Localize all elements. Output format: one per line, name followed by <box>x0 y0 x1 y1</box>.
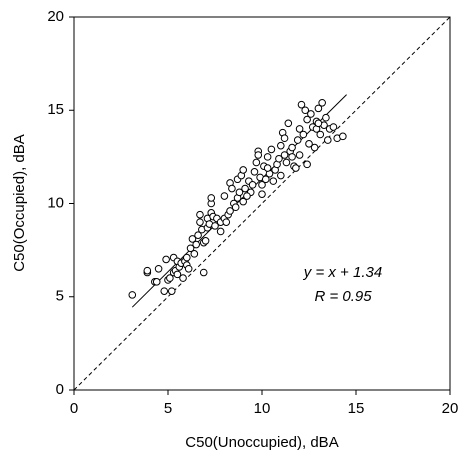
point <box>166 274 174 282</box>
y-tick-label: 15 <box>47 101 64 118</box>
point <box>160 287 169 295</box>
y-tick-label: 0 <box>56 381 64 398</box>
point <box>280 151 289 159</box>
point <box>186 244 195 253</box>
point <box>310 143 319 152</box>
point <box>183 253 191 262</box>
point <box>295 151 304 159</box>
annotation: R = 0.95 <box>314 288 372 305</box>
point <box>269 177 278 185</box>
point <box>314 119 323 128</box>
point <box>322 113 330 122</box>
point <box>241 184 249 193</box>
y-tick-label: 10 <box>47 194 64 211</box>
reference-line <box>73 16 451 391</box>
point <box>292 164 300 172</box>
point <box>305 140 313 148</box>
point <box>143 266 152 275</box>
point <box>316 130 325 139</box>
point <box>282 158 291 167</box>
point <box>179 274 187 282</box>
point <box>250 167 259 176</box>
point <box>299 130 308 139</box>
x-tick-label: 15 <box>348 400 365 417</box>
point <box>162 255 170 264</box>
point <box>263 164 272 172</box>
point <box>254 151 263 159</box>
point <box>167 287 176 295</box>
point <box>318 98 326 107</box>
point <box>220 192 229 200</box>
x-tick-label: 10 <box>254 400 271 417</box>
x-tick-label: 5 <box>164 400 172 417</box>
point <box>248 181 257 189</box>
point <box>239 166 247 174</box>
point <box>303 115 311 124</box>
point <box>211 222 219 230</box>
point <box>275 154 283 163</box>
x-axis-title: C50(Unoccupied), dBA <box>185 434 338 451</box>
point <box>258 181 266 189</box>
point <box>284 119 293 128</box>
point <box>226 207 234 215</box>
point <box>252 158 261 167</box>
point <box>307 110 315 118</box>
point <box>293 136 302 144</box>
point <box>207 194 216 202</box>
point <box>243 192 251 200</box>
x-tick-label: 20 <box>442 400 459 417</box>
point <box>235 188 244 197</box>
point <box>288 153 296 161</box>
point <box>239 197 247 206</box>
point <box>258 190 266 198</box>
point <box>152 278 161 286</box>
point <box>190 250 199 258</box>
point <box>196 210 204 219</box>
point <box>267 145 276 154</box>
point <box>301 106 310 115</box>
point <box>277 171 285 180</box>
point <box>277 141 285 150</box>
point <box>297 100 306 109</box>
point <box>314 104 323 113</box>
point <box>216 227 225 236</box>
point <box>194 231 202 240</box>
point <box>280 134 289 143</box>
point <box>201 237 210 245</box>
point <box>263 153 272 161</box>
point <box>329 123 338 131</box>
point <box>339 132 347 141</box>
point <box>295 125 304 133</box>
point <box>288 143 296 152</box>
point <box>199 268 208 277</box>
point <box>196 218 204 226</box>
point <box>303 160 311 169</box>
point <box>231 203 240 212</box>
point <box>261 175 270 184</box>
point <box>228 184 236 193</box>
y-tick-label: 20 <box>47 8 64 25</box>
point <box>154 264 163 273</box>
point <box>324 136 332 144</box>
point <box>188 235 197 243</box>
point <box>128 291 137 299</box>
annotation: y = x + 1.34 <box>303 264 382 281</box>
y-tick-label: 5 <box>56 288 64 305</box>
point <box>184 264 193 273</box>
point <box>192 240 200 249</box>
point <box>222 218 231 226</box>
y-axis-title: C50(Occupied), dBA <box>11 134 28 272</box>
point <box>173 270 182 279</box>
x-tick-label: 0 <box>70 400 78 417</box>
